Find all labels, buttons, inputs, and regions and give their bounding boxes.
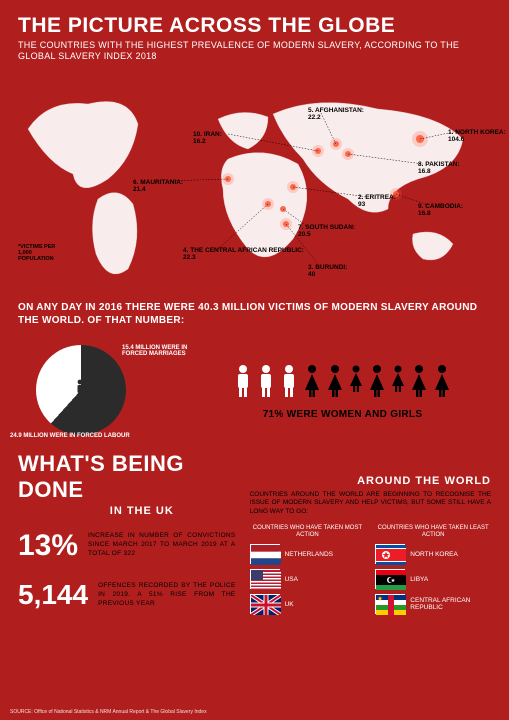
person-icon <box>408 364 430 403</box>
person-icon <box>278 364 300 403</box>
person-icon <box>347 364 365 403</box>
flag-icon <box>250 594 280 614</box>
pie-chart: 24.9 MILLION WERE IN FORCED LABOUR 15.4 … <box>18 337 178 447</box>
country-label: 10. IRAN:16.2 <box>193 131 222 145</box>
country-label: 3. BURUNDI:40 <box>308 264 347 278</box>
flag-item: UK <box>250 594 366 614</box>
flag-item: NETHERLANDS <box>250 544 366 564</box>
country-label: 6. MAURITANIA:21.4 <box>133 179 183 193</box>
flag-name: UK <box>285 601 294 608</box>
country-label: 8. PAKISTAN:16.8 <box>418 161 460 175</box>
flag-name: CENTRAL AFRICAN REPUBLIC <box>410 597 491 611</box>
uk-stat2-num: 5,144 <box>18 581 88 609</box>
flag-item: NORTH KOREA <box>375 544 491 564</box>
country-label: 4. THE CENTRAL AFRICAN REPUBLIC:22.3 <box>183 247 304 261</box>
flag-name: USA <box>285 576 298 583</box>
person-icon <box>366 364 388 403</box>
page-title: THE PICTURE ACROSS THE GLOBE <box>18 14 491 38</box>
country-label: 9. CAMBODIA:16.8 <box>418 203 463 217</box>
flag-item: CENTRAL AFRICAN REPUBLIC <box>375 594 491 614</box>
flag-name: NORTH KOREA <box>410 551 458 558</box>
flag-item: USA <box>250 569 366 589</box>
person-icon <box>232 364 254 403</box>
flag-item: LIBYA <box>375 569 491 589</box>
map-footnote: *VICTIMS PER 1,000 POPULATION <box>18 244 68 262</box>
world-subheading: AROUND THE WORLD <box>250 475 491 487</box>
flag-name: LIBYA <box>410 576 428 583</box>
flag-name: NETHERLANDS <box>285 551 333 558</box>
person-icon <box>301 364 323 403</box>
map-svg <box>18 69 491 299</box>
country-label: 5. AFGHANISTAN:22.2 <box>308 107 364 121</box>
least-action-title: COUNTRIES WHO HAVE TAKEN LEAST ACTION <box>375 525 491 539</box>
flag-icon <box>250 569 280 589</box>
people-caption: 71% WERE WOMEN AND GIRLS <box>194 409 491 420</box>
mid-statement: ON ANY DAY IN 2016 THERE WERE 40.3 MILLI… <box>18 301 491 327</box>
country-label: 7. SOUTH SUDAN:20.5 <box>298 224 355 238</box>
flag-icon <box>375 594 405 614</box>
pie-label-labour: 24.9 MILLION WERE IN FORCED LABOUR <box>10 433 130 440</box>
person-icon <box>431 364 453 403</box>
uk-stat2-text: OFFENCES RECORDED BY THE POLICE IN 2019.… <box>98 581 236 608</box>
person-icon <box>255 364 277 403</box>
uk-stat1-text: INCREASE IN NUMBER OF CONVICTIONS SINCE … <box>88 531 236 558</box>
pie-label-marriage: 15.4 MILLION WERE IN FORCED MARRIAGES <box>122 345 192 359</box>
flag-icon <box>375 544 405 564</box>
person-icon <box>324 364 346 403</box>
labour-marriage-icon <box>56 373 92 409</box>
page-subtitle: THE COUNTRIES WITH THE HIGHEST PREVALENC… <box>18 40 491 63</box>
world-intro: COUNTRIES AROUND THE WORLD ARE BEGINNING… <box>250 491 491 517</box>
uk-subheading: IN THE UK <box>48 505 236 517</box>
source-line: SOURCE: Office of National Statistics & … <box>10 709 207 715</box>
flag-icon <box>375 569 405 589</box>
uk-stat1-num: 13% <box>18 531 78 561</box>
person-icon <box>389 364 407 403</box>
least-action-col: COUNTRIES WHO HAVE TAKEN LEAST ACTION NO… <box>375 525 491 619</box>
world-map: 1. NORTH KOREA:104.62. ERITREA:933. BURU… <box>18 69 491 299</box>
flag-icon <box>250 544 280 564</box>
most-action-title: COUNTRIES WHO HAVE TAKEN MOST ACTION <box>250 525 366 539</box>
whats-heading: WHAT'S BEING DONE <box>18 451 236 503</box>
country-label: 1. NORTH KOREA:104.6 <box>448 129 506 143</box>
people-pictogram: 71% WERE WOMEN AND GIRLS <box>194 364 491 420</box>
most-action-col: COUNTRIES WHO HAVE TAKEN MOST ACTION NET… <box>250 525 366 619</box>
country-label: 2. ERITREA:93 <box>358 194 396 208</box>
